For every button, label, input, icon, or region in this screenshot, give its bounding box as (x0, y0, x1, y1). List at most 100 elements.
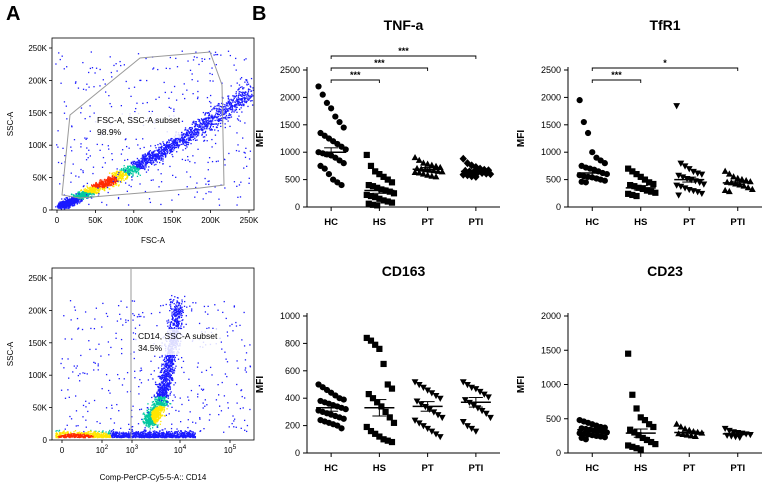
density-dot (120, 105, 123, 107)
density-dot (210, 124, 213, 126)
density-dot (100, 434, 103, 436)
density-dot (119, 172, 122, 174)
density-dot (114, 176, 117, 178)
density-dot (174, 140, 176, 142)
density-dot (76, 432, 78, 434)
density-dot (219, 109, 221, 111)
density-dot (247, 83, 250, 85)
density-dot (196, 129, 198, 131)
density-dot (92, 190, 94, 192)
density-dot (186, 133, 188, 135)
density-dot (111, 182, 114, 184)
density-dot (128, 184, 130, 186)
density-dot (72, 198, 74, 200)
density-dot (112, 175, 115, 177)
density-dot (170, 430, 173, 433)
density-dot (84, 118, 86, 120)
flow-y-tick-label: 200K (28, 76, 47, 85)
density-dot (181, 306, 183, 308)
density-dot (127, 175, 129, 178)
density-dot (239, 91, 241, 93)
density-dot (213, 54, 215, 56)
density-dot (155, 160, 157, 162)
panel-label-b: B (252, 3, 266, 25)
density-dot (130, 162, 133, 165)
density-dot (89, 192, 91, 194)
flow-x-tick-label: 50K (88, 216, 103, 225)
density-dot (236, 82, 238, 84)
density-dot (156, 153, 158, 155)
density-dot (116, 435, 119, 438)
density-dot (237, 144, 239, 146)
flow1-x-label: FSC-A (141, 236, 166, 245)
density-dot (187, 143, 189, 146)
density-dot (233, 181, 236, 183)
density-dot (208, 112, 210, 114)
density-dot (165, 146, 168, 149)
density-dot (171, 138, 173, 140)
density-dot (174, 367, 176, 369)
density-dot (204, 121, 206, 123)
density-dot (68, 207, 70, 209)
density-dot (80, 112, 82, 114)
density-dot (91, 67, 94, 69)
density-dot (210, 116, 212, 119)
density-dot (132, 169, 134, 172)
density-dot (120, 153, 123, 155)
density-dot (182, 141, 184, 144)
density-dot (234, 101, 237, 103)
density-dot (105, 434, 108, 436)
density-dot (199, 129, 201, 131)
density-dot (176, 143, 178, 146)
density-dot (123, 165, 125, 167)
density-dot (151, 152, 153, 154)
density-dot (152, 157, 154, 159)
density-dot (141, 160, 143, 162)
density-dot (109, 436, 111, 439)
density-dot (205, 123, 208, 126)
density-dot (171, 150, 174, 153)
density-dot (101, 166, 104, 168)
density-dot (247, 88, 250, 90)
density-dot (249, 85, 251, 87)
density-dot (173, 308, 175, 310)
density-dot (182, 138, 184, 140)
density-dot (221, 119, 223, 122)
density-dot (154, 430, 156, 432)
density-dot (174, 139, 177, 141)
density-dot (248, 94, 250, 97)
density-dot (98, 430, 100, 433)
density-dot (83, 433, 85, 435)
density-dot (171, 153, 173, 156)
density-dot (162, 147, 165, 149)
density-dot (225, 107, 227, 109)
density-dot (188, 139, 190, 142)
density-dot (195, 121, 198, 123)
density-dot (156, 157, 159, 159)
density-dot (82, 170, 84, 172)
density-dot (132, 173, 134, 175)
density-dot (91, 185, 93, 187)
density-dot (140, 431, 142, 434)
density-dot (133, 166, 135, 168)
density-dot (232, 108, 234, 110)
density-dot (230, 102, 233, 105)
density-dot (169, 165, 171, 168)
density-dot (201, 119, 203, 121)
density-dot (96, 435, 98, 437)
density-dot (114, 173, 116, 175)
density-dot (120, 176, 122, 178)
density-dot (71, 199, 73, 201)
density-dot (101, 143, 104, 146)
density-dot (177, 147, 180, 149)
density-dot (166, 152, 168, 155)
density-dot (64, 154, 66, 157)
density-dot (165, 144, 168, 146)
density-dot (234, 106, 236, 108)
density-dot (158, 436, 160, 438)
density-dot (204, 177, 206, 180)
density-dot (80, 143, 82, 145)
density-dot (243, 92, 245, 94)
flow2-density (55, 294, 252, 439)
density-dot (202, 131, 204, 133)
